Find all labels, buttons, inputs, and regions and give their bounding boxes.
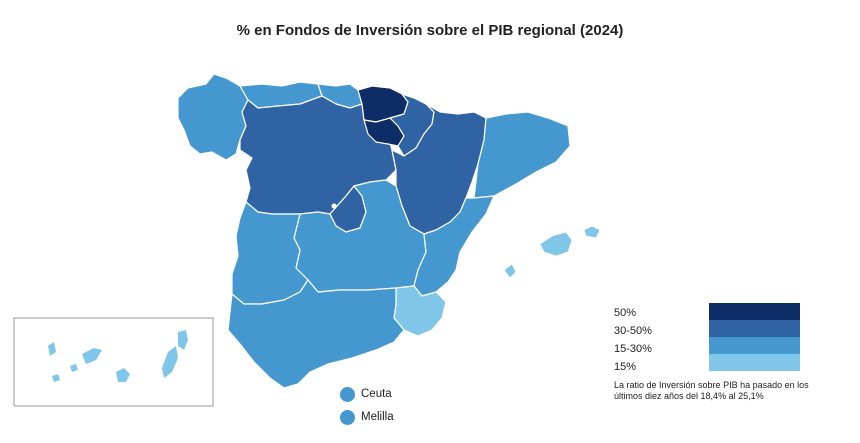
legend-label-30-50: 30-50%	[614, 325, 652, 337]
island-el-hierro	[52, 374, 60, 382]
island-gran-canaria	[116, 368, 130, 382]
island-lanzarote	[178, 330, 188, 350]
legend-label-50: 50%	[614, 307, 637, 319]
legend-swatch-30-50	[709, 320, 800, 337]
legend-label-15-30: 15-30%	[614, 343, 652, 355]
ceuta-marker	[340, 387, 355, 402]
legend-note: La ratio de Inversión sobre PIB ha pasad…	[614, 380, 809, 401]
region-extremadura	[231, 201, 309, 305]
island-fuerteventura	[162, 346, 178, 378]
island-mallorca	[539, 231, 573, 257]
map-title: % en Fondos de Inversión sobre el PIB re…	[236, 22, 624, 39]
island-ibiza	[503, 263, 517, 279]
island-la-gomera	[70, 364, 78, 372]
legend-swatch-15	[709, 354, 800, 371]
region-galicia	[177, 73, 249, 161]
ceuta-label: Ceuta	[361, 388, 392, 400]
region-cataluna	[473, 111, 571, 199]
madrid-city-marker	[331, 203, 337, 209]
island-menorca	[583, 225, 601, 239]
legend-swatch-50	[709, 303, 800, 320]
region-andalucia	[227, 279, 405, 389]
canary-inset-frame	[13, 317, 214, 407]
legend-label-15: 15%	[614, 361, 637, 373]
legend-swatch-15-30	[709, 337, 800, 354]
melilla-marker	[340, 410, 355, 425]
melilla-label: Melilla	[361, 411, 394, 423]
island-la-palma	[48, 342, 56, 356]
island-tenerife	[82, 348, 102, 364]
